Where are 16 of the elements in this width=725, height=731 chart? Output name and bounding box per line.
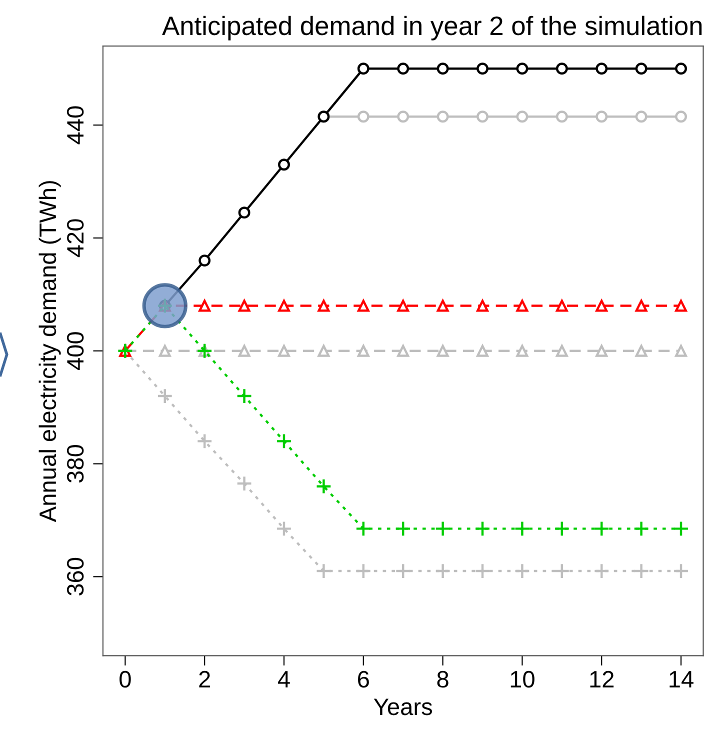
x-tick-label: 0 <box>120 670 131 688</box>
y-tick-label: 400 <box>66 332 84 370</box>
chart-title: Anticipated demand in year 2 of the simulation <box>162 16 702 40</box>
y-tick-label: 440 <box>66 106 84 144</box>
y-tick-label: 380 <box>66 445 84 483</box>
x-tick-label: 6 <box>358 670 369 688</box>
x-tick-label: 12 <box>590 670 614 688</box>
x-tick-label: 8 <box>437 670 448 688</box>
y-tick-label: 420 <box>66 219 84 258</box>
x-tick-label: 10 <box>510 670 534 688</box>
x-tick-label: 2 <box>199 670 210 688</box>
x-tick-label: 4 <box>278 671 290 688</box>
y-axis-title: Annual electricity demand (TWh) <box>38 181 61 522</box>
x-tick-label: 14 <box>670 671 694 688</box>
x-axis-title: Years <box>374 698 432 716</box>
y-tick-label: 360 <box>66 558 84 596</box>
